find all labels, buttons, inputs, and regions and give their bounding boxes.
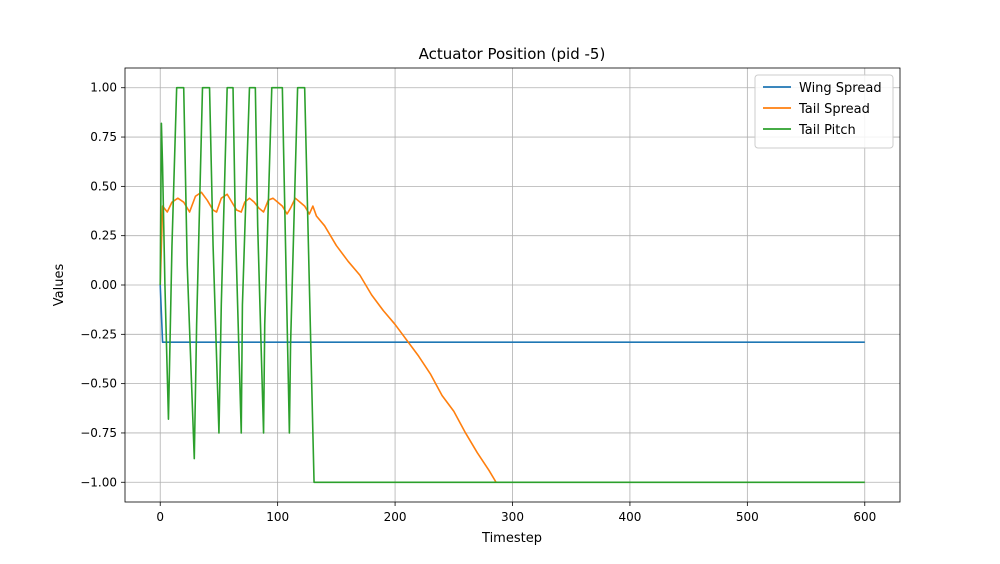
y-tick-label: −0.50	[80, 377, 117, 391]
y-axis-ticks: −1.00 −0.75 −0.50 −0.25 0.00 0.25 0.50 0.75 1.00	[80, 81, 125, 489]
x-tick-label: 100	[266, 510, 289, 524]
y-axis-label: Values	[52, 264, 67, 307]
legend-label-tail-spread: Tail Spread	[798, 102, 870, 117]
y-tick-label: 0.00	[90, 278, 117, 292]
x-tick-label: 200	[384, 510, 407, 524]
y-tick-label: 0.75	[90, 130, 117, 144]
legend-label-wing-spread: Wing Spread	[799, 81, 882, 96]
y-tick-label: 0.25	[90, 229, 117, 243]
y-tick-label: 0.50	[90, 179, 117, 193]
chart-title: Actuator Position (pid -5)	[419, 45, 606, 63]
x-tick-label: 500	[736, 510, 759, 524]
y-tick-label: −0.25	[80, 327, 117, 341]
series-lines	[159, 86, 865, 484]
x-tick-label: 400	[618, 510, 641, 524]
x-axis-label: Timestep	[481, 531, 542, 546]
series-line-tail-spread	[159, 191, 497, 483]
grid-lines	[125, 68, 900, 502]
y-tick-label: 1.00	[90, 81, 117, 95]
x-tick-label: 300	[501, 510, 524, 524]
legend: Wing Spread Tail Spread Tail Pitch	[754, 74, 894, 149]
y-tick-label: −1.00	[80, 475, 117, 489]
x-tick-label: 600	[853, 510, 876, 524]
legend-label-tail-pitch: Tail Pitch	[798, 123, 856, 138]
y-tick-label: −0.75	[80, 426, 117, 440]
series-line-tail-pitch	[159, 86, 865, 484]
x-tick-label: 0	[156, 510, 164, 524]
x-axis-ticks: 0 100 200 300 400 500 600	[156, 502, 876, 524]
